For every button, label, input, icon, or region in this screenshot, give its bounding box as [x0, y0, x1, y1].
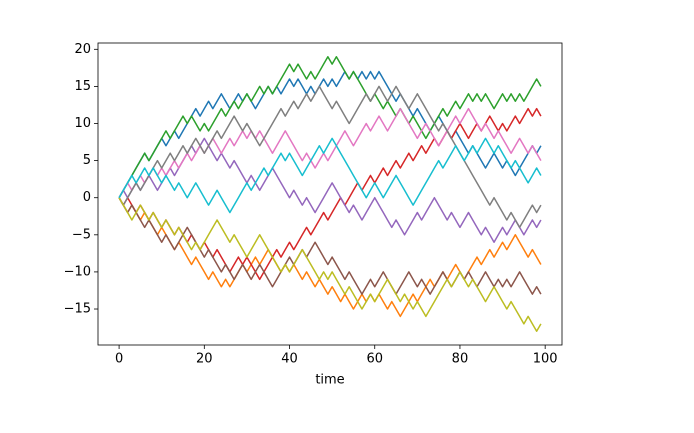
- series-line: [118, 107, 542, 281]
- series-line: [118, 107, 542, 199]
- y-tick-label: −15: [64, 302, 91, 317]
- series-line: [118, 55, 542, 199]
- y-tick-label: 0: [83, 190, 91, 205]
- x-tick-label: 100: [533, 352, 558, 367]
- y-tick-label: 10: [74, 116, 91, 131]
- y-tick-label: 15: [74, 79, 91, 94]
- y-tick-label: −10: [64, 264, 91, 279]
- x-tick-label: 20: [196, 352, 213, 367]
- y-tick-label: −5: [72, 227, 91, 242]
- x-axis-label: time: [315, 373, 344, 388]
- y-tick-label: 20: [74, 42, 91, 57]
- x-tick-label: 0: [115, 352, 123, 367]
- series-line: [118, 197, 542, 333]
- series-line: [118, 197, 542, 295]
- series-line: [118, 85, 542, 229]
- series-line: [118, 197, 542, 318]
- y-tick-label: 5: [83, 153, 91, 168]
- x-tick-label: 60: [366, 352, 383, 367]
- series-line: [118, 137, 542, 214]
- x-tick-label: 80: [452, 352, 469, 367]
- x-tick-label: 40: [281, 352, 298, 367]
- plot-frame: [97, 42, 563, 346]
